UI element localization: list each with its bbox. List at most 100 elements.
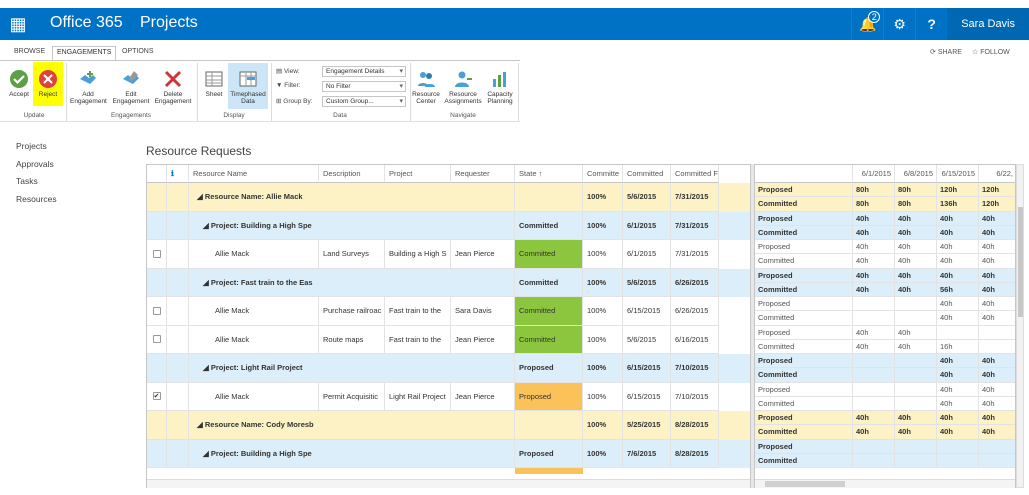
- timephased-cell[interactable]: [895, 439, 937, 454]
- timephased-cell[interactable]: 40h: [937, 211, 979, 226]
- tab-engagements[interactable]: ENGAGEMENTS: [52, 46, 117, 61]
- timephased-cell[interactable]: 120h: [979, 197, 1015, 212]
- timephased-cell[interactable]: [853, 382, 895, 397]
- timephased-cell[interactable]: 40h: [937, 396, 979, 411]
- project-group-label[interactable]: ◢ Project: Building a High Spe: [203, 448, 312, 458]
- sheet-button[interactable]: Sheet: [202, 69, 226, 98]
- timephased-cell[interactable]: 40h: [937, 425, 979, 440]
- timephased-cell[interactable]: 40h: [979, 397, 1015, 411]
- timephased-cell[interactable]: 40h: [895, 240, 937, 255]
- table-row[interactable]: ◢ Project: Building a High Spe Committed 1…: [147, 211, 750, 240]
- timephased-cell[interactable]: 40h: [853, 425, 895, 440]
- table-row[interactable]: Allie Mack Purchase railroac Fast train to…: [147, 297, 750, 326]
- share-button[interactable]: ⟳ SHARE: [930, 48, 962, 56]
- timephased-cell[interactable]: 40h: [979, 383, 1015, 397]
- timephased-cell[interactable]: 40h: [895, 268, 937, 283]
- timephased-cell[interactable]: 40h: [895, 254, 937, 269]
- timephased-cell[interactable]: 40h: [979, 368, 1015, 383]
- info-header[interactable]: ℹ: [167, 165, 189, 183]
- table-row[interactable]: Allie Mack Land Surveys Building a High S J…: [147, 240, 750, 269]
- timephased-cell[interactable]: [853, 311, 895, 326]
- timephased-cell[interactable]: [853, 453, 895, 468]
- timephased-cell[interactable]: [937, 325, 979, 340]
- timephased-cell[interactable]: 40h: [853, 339, 895, 354]
- timephased-cell[interactable]: 40h: [937, 240, 979, 255]
- grid-horizontal-scrollbar[interactable]: [147, 479, 750, 488]
- timephased-cell[interactable]: 40h: [937, 254, 979, 269]
- timephased-cell[interactable]: 40h: [979, 240, 1015, 255]
- timephased-cell[interactable]: 40h: [853, 225, 895, 240]
- select-all-header[interactable]: [147, 165, 167, 183]
- resource-name-header[interactable]: Resource Name: [189, 165, 319, 183]
- committed-finish-header[interactable]: Committed F: [671, 165, 719, 183]
- timephased-cell[interactable]: [895, 354, 937, 369]
- capacity-planning-button[interactable]: Capacity Planning: [484, 69, 516, 105]
- timephased-cell[interactable]: [895, 396, 937, 411]
- tab-options[interactable]: OPTIONS: [122, 48, 154, 55]
- table-row[interactable]: ◢ Resource Name: Allie Mack 100% 5/6/2015 7…: [147, 183, 750, 212]
- timephased-cell[interactable]: [979, 326, 1015, 340]
- table-row[interactable]: ✔ Allie Mack Permit Acquisitic Light Rail P…: [147, 382, 750, 411]
- app-launcher-icon[interactable]: ▦: [9, 13, 27, 34]
- notifications-button[interactable]: 🔔 2: [851, 8, 883, 40]
- timephased-cell[interactable]: [853, 297, 895, 312]
- nav-item-resources[interactable]: Resources: [16, 193, 57, 204]
- nav-item-tasks[interactable]: Tasks: [16, 176, 38, 186]
- timephased-cell[interactable]: [853, 396, 895, 411]
- timephased-cell[interactable]: 40h: [937, 354, 979, 369]
- committed-pct-header[interactable]: Committe: [583, 165, 623, 183]
- timephased-cell[interactable]: 40h: [895, 411, 937, 426]
- project-group-label[interactable]: ◢ Project: Light Rail Project: [203, 363, 303, 373]
- project-header[interactable]: Project: [385, 165, 451, 183]
- table-row[interactable]: Allie Mack Route maps Fast train to the Jea…: [147, 325, 750, 354]
- timephased-cell[interactable]: 40h: [979, 311, 1015, 326]
- table-row[interactable]: ◢ Project: Building a High Spe Proposed 10…: [147, 439, 750, 468]
- follow-button[interactable]: ☆ FOLLOW: [972, 48, 1010, 56]
- timephased-cell[interactable]: [853, 368, 895, 383]
- view-select[interactable]: Engagement Details: [322, 66, 406, 77]
- timephased-cell[interactable]: 40h: [895, 225, 937, 240]
- timephased-cell[interactable]: 40h: [937, 268, 979, 283]
- timephased-cell[interactable]: 40h: [853, 240, 895, 255]
- resource-group-label[interactable]: ◢ Resource Name: Cody Moresb: [197, 420, 314, 430]
- timephased-cell[interactable]: [853, 439, 895, 454]
- scrollbar-thumb[interactable]: [765, 481, 845, 487]
- timephased-cell[interactable]: 40h: [937, 368, 979, 383]
- timephased-cell[interactable]: [937, 453, 979, 468]
- nav-item-approvals[interactable]: Approvals: [16, 158, 54, 169]
- timephased-cell[interactable]: 40h: [979, 411, 1015, 426]
- row-checkbox[interactable]: ✔: [152, 392, 161, 401]
- timeline-date-header[interactable]: 6/22,: [979, 165, 1015, 183]
- timephased-cell[interactable]: 80h: [895, 183, 937, 198]
- tab-browse[interactable]: BROWSE: [14, 48, 46, 55]
- add-engagement-button[interactable]: Add Engagement: [70, 69, 107, 105]
- timephased-cell[interactable]: 40h: [979, 425, 1015, 440]
- project-group-label[interactable]: ◢ Project: Building a High Spe: [203, 220, 312, 230]
- timephased-cell[interactable]: 40h: [937, 311, 979, 326]
- state-header[interactable]: State ↑: [515, 165, 583, 183]
- timephased-cell[interactable]: 56h: [937, 282, 979, 297]
- row-checkbox[interactable]: [152, 306, 161, 315]
- timephased-cell[interactable]: 40h: [853, 211, 895, 226]
- resource-assignments-button[interactable]: Resource Assignments: [443, 69, 483, 105]
- timephased-cell[interactable]: 40h: [979, 354, 1015, 369]
- help-button[interactable]: ?: [915, 8, 947, 40]
- timephased-cell[interactable]: 40h: [937, 225, 979, 240]
- settings-button[interactable]: ⚙: [883, 8, 915, 40]
- description-header[interactable]: Description: [319, 165, 385, 183]
- table-row[interactable]: ◢ Project: Fast train to the Eas Committe…: [147, 268, 750, 297]
- timephased-cell[interactable]: 40h: [937, 411, 979, 426]
- timephased-cell[interactable]: [853, 354, 895, 369]
- timephased-cell[interactable]: [895, 382, 937, 397]
- timeline-horizontal-scrollbar[interactable]: [755, 479, 1015, 488]
- timephased-cell[interactable]: 80h: [895, 197, 937, 212]
- row-checkbox[interactable]: [152, 249, 161, 258]
- timephased-cell[interactable]: 80h: [853, 183, 895, 198]
- vertical-scrollbar[interactable]: [1016, 164, 1024, 488]
- brand-label[interactable]: Office 365: [50, 14, 123, 31]
- timephased-cell[interactable]: [979, 440, 1015, 454]
- timeline-date-header[interactable]: [755, 165, 853, 183]
- timephased-cell[interactable]: [979, 454, 1015, 468]
- timeline-date-header[interactable]: 6/15/2015: [937, 165, 979, 183]
- timephased-cell[interactable]: 40h: [937, 297, 979, 312]
